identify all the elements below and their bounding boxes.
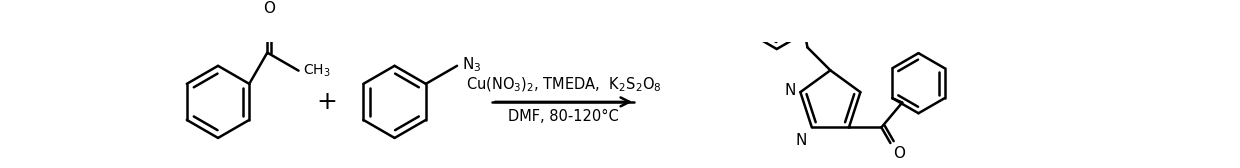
Text: CH$_3$: CH$_3$: [303, 62, 331, 79]
Text: N: N: [796, 133, 807, 148]
Text: O: O: [893, 146, 905, 161]
Text: N$_3$: N$_3$: [461, 55, 481, 74]
Text: DMF, 80-120°C: DMF, 80-120°C: [508, 109, 619, 124]
Text: Cu(NO$_3$)$_2$, TMEDA,  K$_2$S$_2$O$_8$: Cu(NO$_3$)$_2$, TMEDA, K$_2$S$_2$O$_8$: [466, 76, 661, 94]
Text: N: N: [785, 83, 796, 98]
Text: +: +: [316, 90, 337, 114]
Text: O: O: [264, 1, 275, 16]
